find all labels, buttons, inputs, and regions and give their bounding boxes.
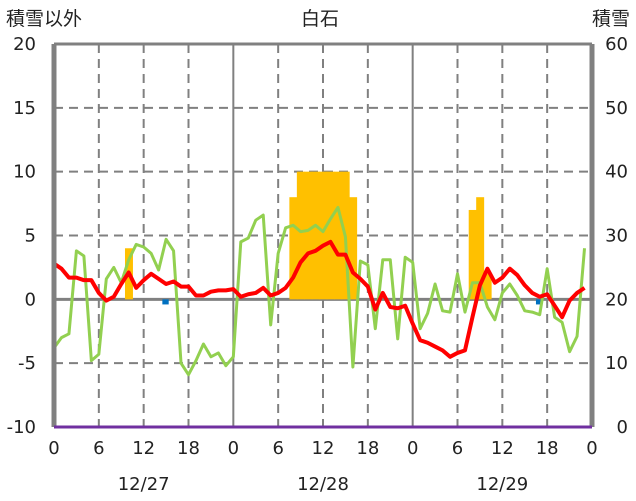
frame [51,42,595,429]
x-tick-label: 6 [272,438,283,459]
green-line [52,205,587,377]
orange-bar [334,171,343,300]
x-tick-label: 0 [586,438,597,459]
blue-marker [162,299,169,305]
x-tick-label: 18 [177,438,200,459]
right-tick-label: 40 [605,162,628,183]
x-tick-label: 12 [312,438,335,459]
left-tick-label: 0 [25,289,36,310]
left-tick-label: -5 [18,353,36,374]
orange-bar [304,171,313,300]
x-tick-label: 18 [536,438,559,459]
orange-bar [483,273,492,300]
left-axis-label: 積雪以外 [6,8,82,30]
orange-bar [349,197,358,300]
chart-title: 白石 [301,8,339,30]
right-tick-label: 30 [605,226,628,247]
x-tick-label: 12 [491,438,514,459]
red-line [52,239,586,359]
right-tick-label: 50 [605,98,628,119]
x-tick-label: 0 [48,438,59,459]
orange-bar [319,171,328,300]
x-tick-label: 0 [228,438,239,459]
blue-marker [535,299,543,305]
left-tick-label: 10 [13,162,36,183]
x-tick-label: 0 [407,438,418,459]
orange-bar [326,171,335,300]
left-tick-label: 5 [25,226,36,247]
left-tick-label: 20 [13,34,36,55]
orange-bar [289,197,298,300]
orange-bar [311,171,320,300]
date-label: 12/28 [297,474,349,495]
right-tick-label: 60 [605,34,628,55]
x-tick-label: 6 [93,438,104,459]
left-tick-label: 15 [13,98,36,119]
x-tick-label: 6 [452,438,463,459]
orange-bar [476,197,485,300]
lines [52,205,587,377]
x-tick-label: 18 [356,438,379,459]
right-axis-label: 積雪 [592,8,630,30]
right-tick-label: 20 [605,289,628,310]
x-tick-label: 12 [132,438,155,459]
orange-bar [296,171,305,300]
right-tick-label: 10 [605,353,628,374]
date-label: 12/27 [118,474,170,495]
left-tick-label: -10 [7,417,36,438]
date-label: 12/29 [476,474,528,495]
orange-bar [468,209,477,300]
right-tick-label: 0 [617,417,628,438]
